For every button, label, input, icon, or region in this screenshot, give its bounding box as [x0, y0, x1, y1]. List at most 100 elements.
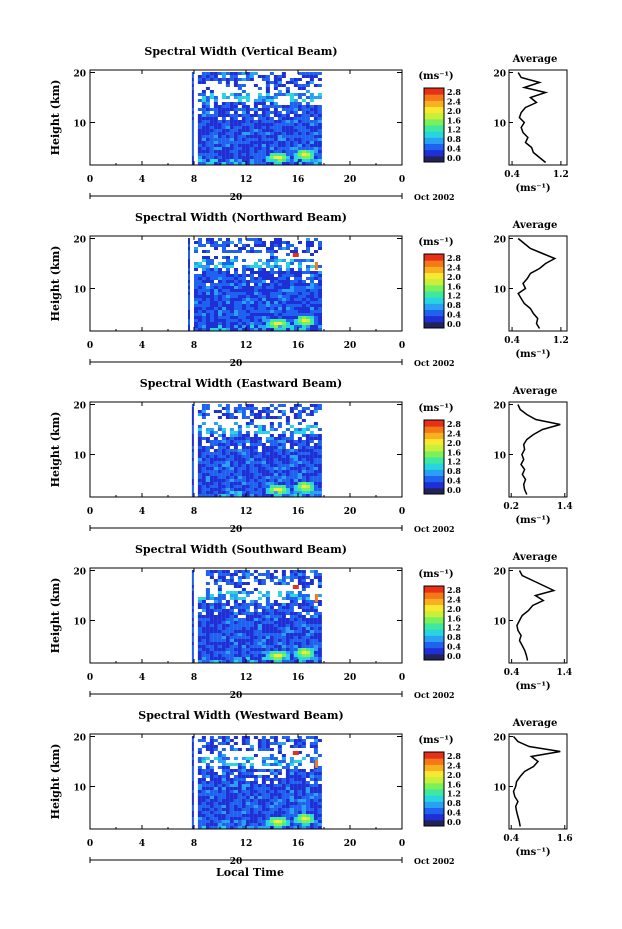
colorbar-tick-label: 2.4 — [447, 96, 461, 106]
colorbar-swatch — [424, 592, 444, 599]
colorbar-swatch — [424, 758, 444, 765]
colorbar-swatch — [424, 125, 444, 132]
date-label: Oct 2002 — [414, 524, 455, 534]
heatmap-cells — [191, 736, 322, 829]
colorbar-swatch — [424, 782, 444, 790]
colorbar-tick-label: 2.0 — [447, 770, 461, 780]
profile-title: Average — [512, 552, 558, 563]
x-tick-label: 12 — [240, 341, 253, 351]
colorbar-tick-label: 2.0 — [447, 272, 461, 282]
x-tick-label: 4 — [139, 673, 145, 683]
x-tick-label: 0 — [399, 175, 405, 185]
colorbar-swatch — [424, 88, 444, 95]
profile-y-tick-label: 20 — [493, 70, 506, 80]
profile-line — [517, 237, 557, 329]
colorbar-swatch — [424, 813, 444, 821]
x-tick-label: 20 — [344, 839, 357, 849]
profile-x-label: (ms⁻¹) — [515, 515, 550, 526]
colorbar-swatch — [424, 469, 444, 476]
x-tick-label: 8 — [191, 673, 197, 683]
colorbar-swatch — [424, 266, 444, 273]
profile-y-tick-label: 10 — [493, 120, 506, 130]
date-day-label: 20 — [230, 193, 243, 203]
colorbar-tick-label: 1.6 — [447, 779, 461, 789]
colorbar-swatch — [424, 586, 444, 593]
colorbar: (ms⁻¹) 0.00.40.81.21.62.02.42.8 — [418, 403, 461, 495]
heatmap-cells — [191, 72, 322, 165]
colorbar-swatch — [424, 764, 444, 771]
profile-x-tick-label: 1.4 — [557, 668, 573, 678]
colorbar-swatch — [424, 604, 444, 612]
colorbar-swatch — [424, 321, 444, 329]
colorbar-swatch — [424, 752, 444, 759]
x-tick-label: 0 — [87, 839, 93, 849]
profile-x-tick-label: 0.2 — [503, 502, 519, 512]
x-tick-label: 4 — [139, 341, 145, 351]
colorbar-tick-label: 2.8 — [447, 87, 461, 97]
x-tick-label: 16 — [292, 175, 305, 185]
profile-frame — [508, 733, 568, 830]
x-tick-label: 0 — [399, 507, 405, 517]
colorbar-swatch — [424, 807, 444, 815]
date-day-label: 20 — [230, 691, 243, 701]
colorbar-tick-label: 2.4 — [447, 594, 461, 604]
colorbar-tick-label: 0.4 — [447, 476, 461, 486]
date-day-label: 20 — [230, 359, 243, 369]
panel-4: Spectral Width (Southward Beam) 0 4 8 12 16 20… — [49, 543, 572, 701]
colorbar-tick-label: 1.2 — [447, 623, 461, 633]
colorbar-tick-label: 0.8 — [447, 632, 461, 642]
profile-title: Average — [512, 54, 558, 65]
colorbar-tick-label: 2.0 — [447, 604, 461, 614]
average-profile: Average 10 20 0.4 1.6 (ms⁻¹) — [493, 718, 572, 858]
x-tick-label: 8 — [191, 507, 197, 517]
x-tick-label: 0 — [87, 507, 93, 517]
colorbar-swatch — [424, 450, 444, 458]
x-tick-label: 4 — [139, 839, 145, 849]
profile-y-tick-label: 20 — [493, 402, 506, 412]
profile-title: Average — [512, 718, 558, 729]
y-tick-label: 20 — [73, 236, 86, 246]
y-axis-label: Height (km) — [49, 744, 62, 820]
average-profile: Average 10 20 0.4 1.2(ms⁻¹) — [493, 54, 568, 194]
x-tick-label: 0 — [87, 673, 93, 683]
colorbar-tick-label: 2.8 — [447, 419, 461, 429]
profile-x-label: (ms⁻¹) — [515, 183, 550, 194]
profile-frame — [508, 567, 568, 664]
panel-1: Spectral Width (Vertical Beam) 0 4 8 12 16 20 0… — [49, 45, 569, 203]
colorbar-swatch — [424, 143, 444, 151]
profile-x-tick-label: 0.4 — [504, 336, 520, 346]
x-tick-label: 16 — [292, 507, 305, 517]
y-tick-label: 10 — [73, 120, 86, 130]
colorbar-unit: (ms⁻¹) — [418, 71, 453, 82]
x-tick-label: 0 — [87, 341, 93, 351]
colorbar-tick-label: 0.8 — [447, 134, 461, 144]
colorbar-tick-label: 2.8 — [447, 751, 461, 761]
y-tick-label: 20 — [73, 402, 86, 412]
y-axis-label: Height (km) — [49, 412, 62, 488]
colorbar-swatch — [424, 635, 444, 642]
y-tick-label: 20 — [73, 734, 86, 744]
y-tick-label: 20 — [73, 568, 86, 578]
colorbar-swatch — [424, 481, 444, 489]
colorbar-tick-label: 1.6 — [447, 281, 461, 291]
colorbar-tick-label: 2.4 — [447, 262, 461, 272]
x-axis-label: Local Time — [216, 866, 284, 879]
profile-line — [512, 736, 561, 827]
colorbar-swatch — [424, 641, 444, 649]
colorbar-swatch — [424, 315, 444, 323]
y-tick-label: 10 — [73, 784, 86, 794]
colorbar-swatch — [424, 254, 444, 261]
colorbar-swatch — [424, 801, 444, 808]
profile-frame — [508, 69, 568, 166]
panel-title: Spectral Width (Southward Beam) — [135, 543, 347, 556]
panel-2: Spectral Width (Northward Beam) 0 4 8 12 16 20… — [49, 211, 569, 369]
colorbar-tick-label: 1.2 — [447, 291, 461, 301]
y-axis-label: Height (km) — [49, 246, 62, 322]
colorbar-swatch — [424, 278, 444, 286]
colorbar-tick-label: 1.2 — [447, 457, 461, 467]
colorbar-swatch — [424, 616, 444, 624]
colorbar-tick-label: 0.4 — [447, 144, 461, 154]
profile-x-tick-label: 0.4 — [503, 834, 519, 844]
colorbar-tick-label: 0.4 — [447, 310, 461, 320]
